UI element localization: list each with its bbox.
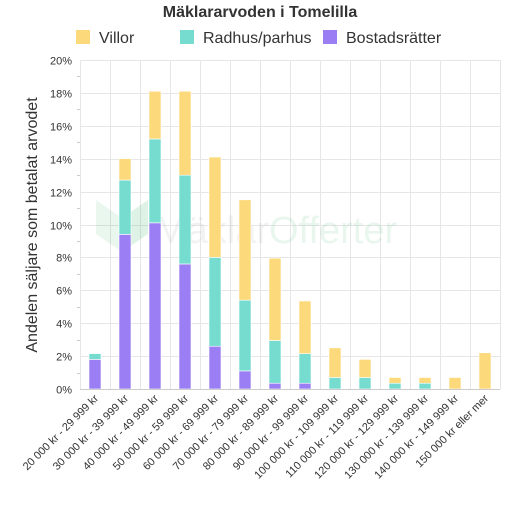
bar-segment: [418, 382, 432, 390]
bar-segment: [88, 359, 102, 390]
bars: [88, 90, 492, 390]
bar-segment: [88, 353, 102, 360]
y-axis-ticks: 0% 2% 4% 6% 8% 10% 12% 14% 16% 18% 20%: [50, 56, 72, 397]
bar-segment: [268, 340, 282, 384]
y-tick-label: 18%: [50, 89, 72, 101]
y-tick-label: 14%: [50, 155, 72, 167]
bar-segment: [208, 257, 222, 347]
bar-segment: [118, 158, 132, 181]
y-tick-label: 8%: [56, 253, 72, 265]
y-tick-label: 0%: [56, 385, 72, 397]
bar-segment: [478, 352, 492, 390]
bar-segment: [238, 370, 252, 390]
bar-segment: [208, 156, 222, 258]
bar-segment: [208, 345, 222, 390]
bar-segment: [148, 138, 162, 224]
bar-segment: [118, 234, 132, 390]
bar-segment: [268, 257, 282, 341]
watermark-text: MäklarOfferter: [155, 210, 397, 252]
bar-segment: [238, 299, 252, 372]
y-axis-label: Andelen säljare som betalat arvodet: [24, 97, 41, 353]
legend-label: Radhus/parhus: [203, 30, 312, 47]
y-tick-label: 6%: [56, 286, 72, 298]
legend-label: Bostadsrätter: [346, 30, 442, 47]
bar-segment: [148, 222, 162, 390]
bar-segment: [178, 263, 192, 390]
bar-segment: [448, 377, 462, 390]
bar-segment: [418, 377, 432, 384]
bar-segment: [328, 347, 342, 378]
bar-segment: [178, 90, 192, 176]
legend-swatch: [76, 30, 90, 44]
y-tick-label: 10%: [50, 221, 72, 233]
bar-segment: [148, 90, 162, 140]
y-tick-label: 16%: [50, 122, 72, 134]
y-tick-label: 2%: [56, 352, 72, 364]
bar-segment: [358, 359, 372, 378]
bar-segment: [388, 377, 402, 384]
bar-segment: [178, 174, 192, 265]
bar-segment: [388, 382, 402, 390]
legend-swatch: [180, 30, 194, 44]
bar-segment: [358, 377, 372, 390]
chart-title: Mäklararvoden i Tomelilla: [163, 4, 358, 21]
y-tick-label: 4%: [56, 319, 72, 331]
bar-segment: [298, 353, 312, 384]
legend-swatch: [323, 30, 337, 44]
legend: Villor Radhus/parhus Bostadsrätter: [76, 30, 442, 47]
bar-segment: [298, 382, 312, 390]
bar-segment: [238, 199, 252, 301]
bar-segment: [268, 382, 282, 390]
watermark-text-accent: Offerter: [269, 210, 397, 252]
y-tick-label: 20%: [50, 56, 72, 68]
legend-label: Villor: [99, 30, 135, 47]
bar-segment: [328, 377, 342, 390]
bar-segment: [118, 179, 132, 235]
bar-segment: [298, 300, 312, 354]
y-tick-label: 12%: [50, 188, 72, 200]
